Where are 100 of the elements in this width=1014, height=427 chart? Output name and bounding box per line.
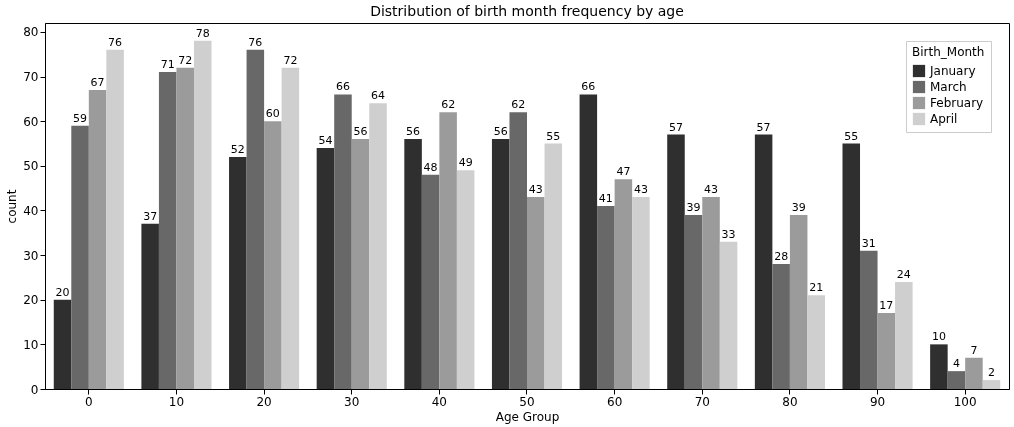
- data-label: 33: [721, 227, 736, 241]
- bar: [719, 241, 738, 389]
- x-tick-label: 100: [953, 394, 977, 409]
- data-label: 31: [861, 236, 876, 250]
- bar: [702, 197, 720, 389]
- bar: [614, 179, 633, 389]
- bar: [176, 67, 194, 389]
- bar: [246, 49, 265, 389]
- x-tick-label: 50: [519, 394, 535, 409]
- data-label: 76: [248, 35, 263, 49]
- data-label: 56: [493, 125, 508, 139]
- x-tick-label: 60: [607, 394, 623, 409]
- data-label: 37: [143, 209, 158, 223]
- data-label: 39: [686, 200, 701, 214]
- bar: [71, 125, 89, 389]
- data-label: 20: [55, 285, 70, 299]
- x-tick-label: 10: [168, 394, 185, 409]
- bar: [965, 357, 983, 389]
- x-tick-label: 30: [344, 394, 360, 409]
- bar: [667, 134, 685, 389]
- data-label: 55: [546, 129, 561, 143]
- bar: [53, 299, 72, 389]
- legend-label: March: [930, 80, 967, 94]
- bar: [491, 139, 510, 389]
- data-label: 62: [441, 98, 456, 112]
- bar: [860, 250, 878, 389]
- data-label: 4: [952, 357, 960, 371]
- bar: [754, 134, 773, 389]
- bar: [316, 147, 335, 389]
- data-label: 39: [791, 200, 806, 214]
- data-label: 62: [511, 98, 526, 112]
- data-label: 57: [668, 120, 683, 134]
- data-label: 60: [265, 107, 280, 121]
- bar: [193, 40, 212, 389]
- x-tick-label: 20: [256, 394, 272, 409]
- y-axis-title: count: [5, 189, 20, 224]
- data-label: 67: [90, 75, 105, 89]
- bar: [877, 313, 896, 389]
- x-axis-title: Age Group: [495, 409, 560, 424]
- y-tick-label: 50: [23, 159, 39, 174]
- bar: [895, 281, 913, 389]
- legend-label: February: [930, 96, 984, 110]
- data-label: 43: [704, 183, 719, 197]
- bar: [947, 371, 966, 389]
- bar: [439, 112, 457, 389]
- data-label: 76: [108, 35, 123, 49]
- data-label: 56: [353, 125, 368, 139]
- data-label: 47: [616, 165, 631, 179]
- data-label: 41: [598, 192, 613, 205]
- bar: [509, 112, 527, 389]
- bar: [579, 94, 598, 389]
- data-label: 48: [423, 160, 438, 174]
- data-label: 64: [371, 89, 386, 103]
- data-label: 72: [283, 53, 298, 67]
- data-label: 56: [406, 125, 421, 139]
- bar: [158, 72, 177, 389]
- data-label: 43: [633, 183, 648, 197]
- bar: [807, 295, 825, 389]
- data-label: 52: [230, 142, 245, 156]
- y-tick-label: 80: [23, 25, 39, 40]
- bar: [281, 67, 300, 389]
- bar: [88, 89, 107, 389]
- data-label: 66: [335, 80, 350, 94]
- chart-title: Distribution of birth month frequency by age: [370, 3, 684, 19]
- y-tick-label: 30: [23, 248, 39, 263]
- data-label: 28: [774, 250, 789, 264]
- bar: [229, 156, 247, 389]
- data-label: 78: [195, 26, 210, 40]
- legend-label: January: [929, 64, 976, 78]
- x-tick-label: 0: [85, 394, 93, 409]
- legend-label: April: [930, 112, 958, 126]
- bar: [351, 139, 370, 389]
- bar: [421, 174, 440, 389]
- bar: [544, 143, 563, 389]
- y-tick-label: 20: [23, 293, 39, 308]
- y-tick-label: 40: [23, 203, 39, 218]
- data-label: 71: [160, 58, 175, 72]
- data-label: 24: [896, 267, 911, 281]
- bar: [141, 223, 159, 389]
- bar: [264, 121, 282, 389]
- data-label: 21: [809, 281, 824, 295]
- data-label: 10: [931, 330, 946, 344]
- bar: [527, 197, 545, 389]
- bar: [982, 380, 1001, 389]
- legend-title: Birth_Month: [912, 45, 985, 59]
- data-label: 57: [756, 120, 771, 134]
- bar: [597, 206, 615, 389]
- data-label: 54: [318, 133, 333, 147]
- data-label: 7: [970, 343, 978, 357]
- data-label: 2: [987, 366, 995, 380]
- data-label: 43: [528, 183, 543, 197]
- y-tick-label: 0: [30, 382, 39, 397]
- data-label: 17: [879, 299, 894, 313]
- y-tick-label: 70: [23, 70, 39, 85]
- y-tick-label: 10: [23, 337, 39, 352]
- x-tick-label: 90: [869, 394, 886, 409]
- bar: [369, 103, 387, 389]
- x-tick-label: 70: [694, 394, 710, 409]
- bar: [106, 49, 124, 389]
- bar: [684, 214, 703, 389]
